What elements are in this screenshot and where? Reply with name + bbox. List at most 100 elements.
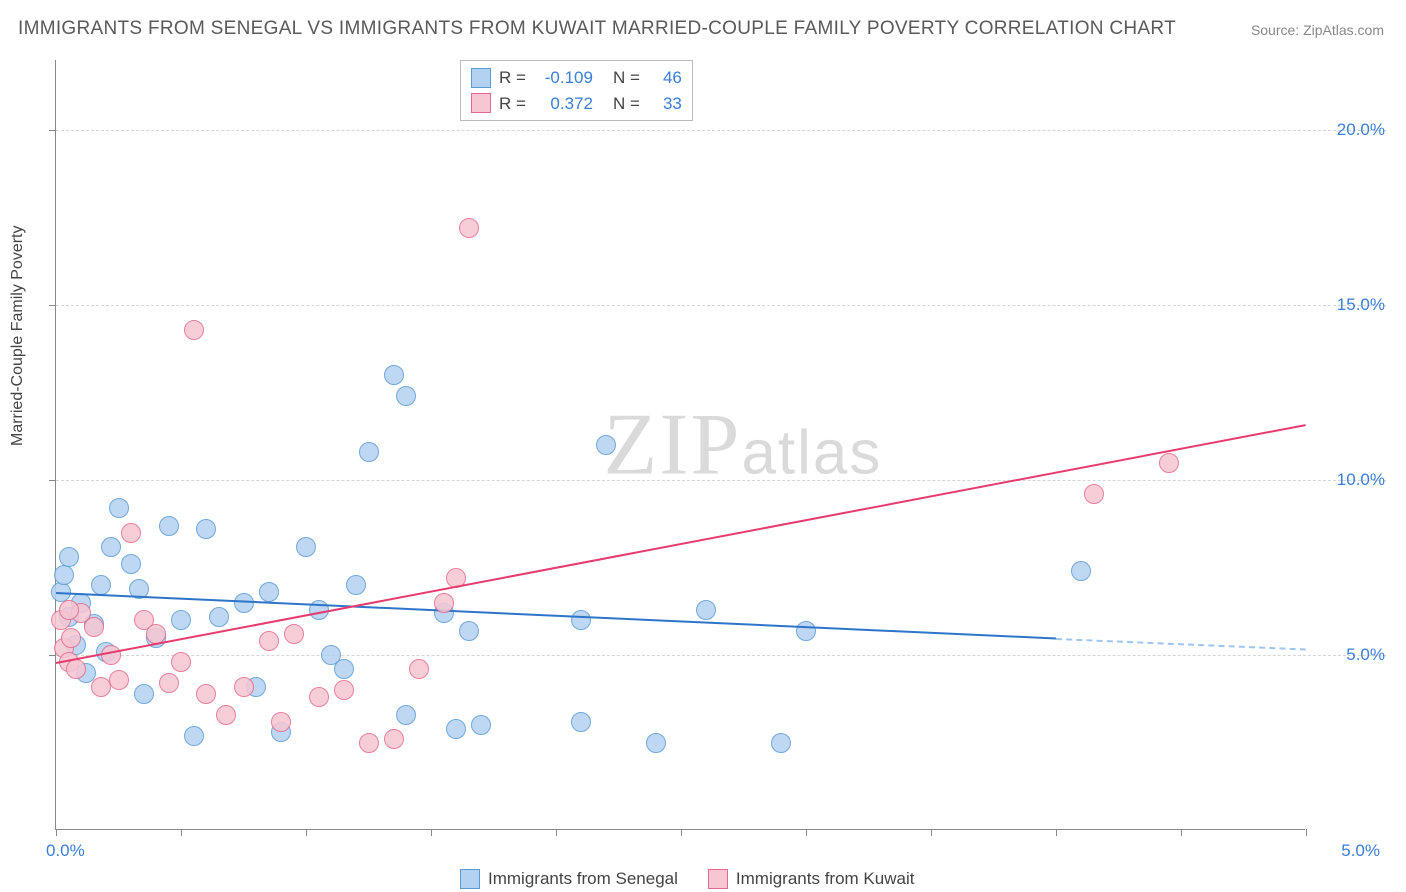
data-point: [696, 600, 716, 620]
x-tick: [806, 829, 807, 836]
y-axis-title: Married-Couple Family Poverty: [9, 225, 27, 446]
data-point: [396, 705, 416, 725]
data-point: [384, 365, 404, 385]
x-tick: [931, 829, 932, 836]
y-tick: [49, 480, 56, 481]
correlation-legend: R =-0.109N =46R =0.372N =33: [460, 60, 693, 121]
x-tick: [56, 829, 57, 836]
y-tick: [49, 655, 56, 656]
data-point: [134, 684, 154, 704]
data-point: [91, 575, 111, 595]
data-point: [121, 554, 141, 574]
data-point: [359, 733, 379, 753]
legend-row: R =0.372N =33: [471, 91, 682, 117]
legend-item: Immigrants from Kuwait: [708, 869, 915, 889]
data-point: [396, 386, 416, 406]
y-tick: [49, 305, 56, 306]
data-point: [1159, 453, 1179, 473]
data-point: [159, 516, 179, 536]
data-point: [646, 733, 666, 753]
legend-n-value: 46: [652, 65, 682, 91]
data-point: [66, 659, 86, 679]
data-point: [1084, 484, 1104, 504]
data-point: [184, 320, 204, 340]
plot-area: ZIPatlas 0.0% 5.0% 5.0%10.0%15.0%20.0%: [55, 60, 1305, 830]
data-point: [216, 705, 236, 725]
data-point: [471, 715, 491, 735]
data-point: [334, 680, 354, 700]
data-point: [101, 645, 121, 665]
data-point: [459, 218, 479, 238]
data-point: [571, 712, 591, 732]
y-tick-label: 15.0%: [1337, 295, 1385, 315]
legend-r-value: -0.109: [538, 65, 593, 91]
data-point: [259, 631, 279, 651]
gridline: [56, 130, 1386, 131]
legend-swatch: [708, 869, 728, 889]
data-point: [334, 659, 354, 679]
data-point: [771, 733, 791, 753]
data-point: [1071, 561, 1091, 581]
data-point: [446, 719, 466, 739]
data-point: [109, 498, 129, 518]
legend-swatch: [471, 68, 491, 88]
x-tick: [1056, 829, 1057, 836]
data-point: [54, 565, 74, 585]
data-point: [284, 624, 304, 644]
legend-series-label: Immigrants from Kuwait: [736, 869, 915, 889]
data-point: [196, 684, 216, 704]
data-point: [184, 726, 204, 746]
data-point: [596, 435, 616, 455]
data-point: [59, 600, 79, 620]
data-point: [259, 582, 279, 602]
data-point: [796, 621, 816, 641]
trend-line-extrapolated: [1056, 638, 1306, 650]
data-point: [309, 687, 329, 707]
x-tick: [681, 829, 682, 836]
y-tick-label: 20.0%: [1337, 120, 1385, 140]
data-point: [571, 610, 591, 630]
legend-n-label: N =: [613, 91, 640, 117]
data-point: [171, 610, 191, 630]
y-tick-label: 5.0%: [1346, 645, 1385, 665]
data-point: [296, 537, 316, 557]
trend-line: [56, 424, 1306, 664]
x-tick: [181, 829, 182, 836]
data-point: [384, 729, 404, 749]
legend-item: Immigrants from Senegal: [460, 869, 678, 889]
series-legend: Immigrants from Senegal Immigrants from K…: [460, 869, 914, 889]
x-tick: [1306, 829, 1307, 836]
data-point: [109, 670, 129, 690]
legend-r-label: R =: [499, 65, 526, 91]
data-point: [101, 537, 121, 557]
data-point: [61, 628, 81, 648]
legend-series-label: Immigrants from Senegal: [488, 869, 678, 889]
x-tick: [431, 829, 432, 836]
data-point: [434, 593, 454, 613]
legend-swatch: [471, 93, 491, 113]
legend-row: R = -0.109 N = 46: [471, 65, 682, 91]
x-axis-min-label: 0.0%: [46, 841, 85, 861]
x-tick: [306, 829, 307, 836]
data-point: [234, 677, 254, 697]
data-point: [459, 621, 479, 641]
data-point: [84, 617, 104, 637]
data-point: [359, 442, 379, 462]
data-point: [346, 575, 366, 595]
legend-swatch: [460, 869, 480, 889]
data-point: [59, 547, 79, 567]
source-label: Source: ZipAtlas.com: [1251, 22, 1384, 38]
chart-title: IMMIGRANTS FROM SENEGAL VS IMMIGRANTS FR…: [18, 18, 1176, 40]
gridline: [56, 480, 1386, 481]
data-point: [209, 607, 229, 627]
data-point: [196, 519, 216, 539]
x-tick: [1181, 829, 1182, 836]
gridline: [56, 305, 1386, 306]
y-tick-label: 10.0%: [1337, 470, 1385, 490]
x-tick: [556, 829, 557, 836]
y-tick: [49, 130, 56, 131]
legend-n-value: 33: [652, 91, 682, 117]
data-point: [409, 659, 429, 679]
legend-n-label: N =: [613, 65, 640, 91]
legend-r-label: R =: [499, 91, 526, 117]
